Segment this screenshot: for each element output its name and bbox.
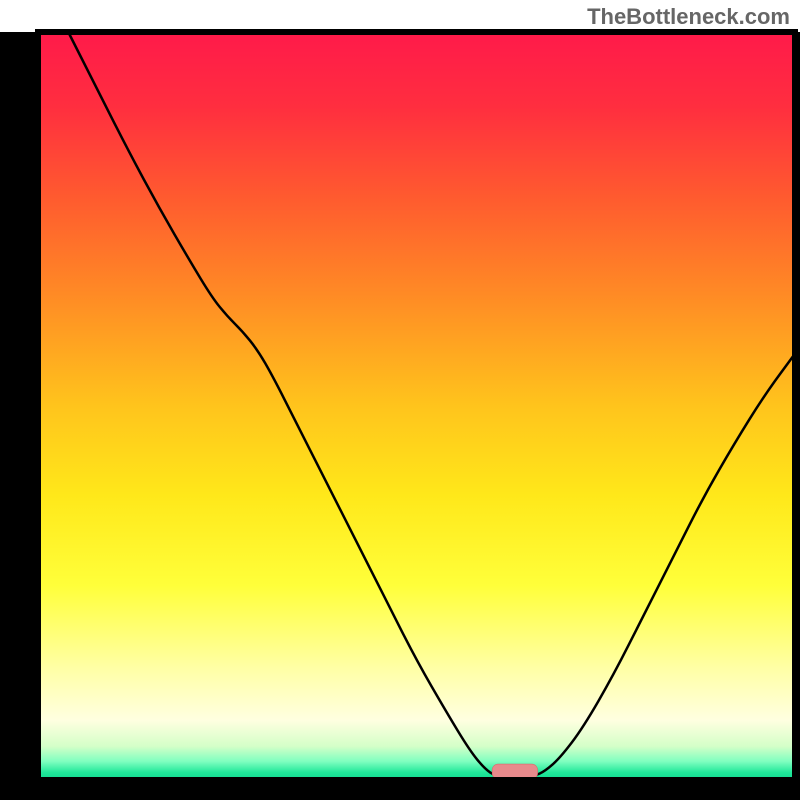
watermark-text: TheBottleneck.com (587, 4, 790, 30)
sweet-spot-marker (492, 764, 537, 779)
chart-gradient-bg (38, 32, 795, 780)
chart-container: TheBottleneck.com (0, 0, 800, 800)
bottleneck-chart (0, 0, 800, 800)
